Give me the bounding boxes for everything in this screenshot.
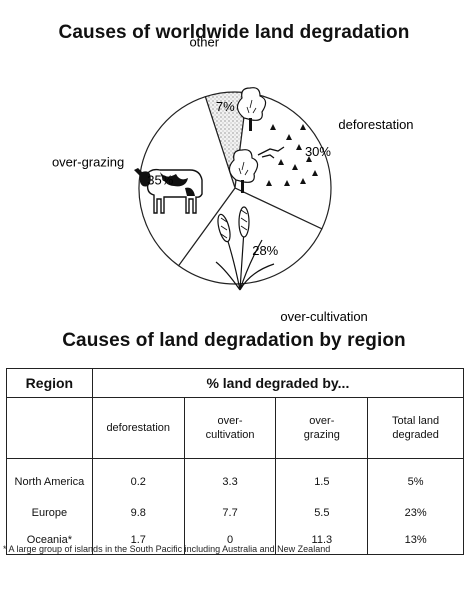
pie-value-label-over-cultivation: 28% [252, 243, 278, 258]
value-cell: 1.7 [91, 526, 185, 555]
value-cell: 0 [183, 526, 277, 555]
column-header-line: grazing [303, 429, 340, 441]
column-header-line: over- [217, 415, 243, 427]
column-header-line: Total land [392, 415, 440, 427]
pie-category-label-over-cultivation: over-cultivation [280, 309, 367, 324]
value-cell: 5.5 [275, 499, 369, 526]
pie-slice-over-cultivation [177, 187, 323, 285]
pie-category-label-other: other [189, 35, 219, 50]
column-header-line: cultivation [205, 429, 255, 441]
pie-labels: 7% other 30% deforestation 28% over-cultivati… [52, 35, 414, 324]
table-row: Europe 9.8 7.7 5.5 23% [6, 499, 464, 526]
trees-illustration-icon [228, 87, 318, 193]
value-cell: 1.5 [275, 458, 369, 499]
degradation-table: Region % land degraded by... deforestati… [6, 368, 465, 555]
table-row: North America 0.2 3.3 1.5 5% [6, 458, 464, 499]
pie-value-label-deforestation: 30% [305, 144, 331, 159]
value-cell: 23% [367, 499, 464, 526]
column-header-3: Total land degraded [367, 397, 464, 459]
region-cell: Oceania* [6, 526, 93, 555]
value-cell: 13% [367, 526, 464, 555]
pie-value-label-over-grazing: 35% [147, 172, 173, 187]
column-header-0: deforestation [91, 397, 185, 459]
value-cell: 0.2 [91, 458, 185, 499]
region-header: Region [6, 368, 93, 398]
table-title: Causes of land degradation by region [62, 330, 406, 351]
pie-category-label-deforestation: deforestation [338, 117, 413, 132]
column-header-line: over- [309, 415, 335, 427]
table-row: Oceania* 1.7 0 11.3 13% [6, 526, 464, 555]
value-cell: 5% [367, 458, 464, 499]
footnote: * A large group of islands in the South … [3, 544, 331, 554]
region-subheader-cell [6, 397, 93, 459]
pie-chart: 7% other 30% deforestation 28% over-cultivati… [52, 35, 414, 324]
column-header-2: over-grazing [275, 397, 369, 459]
value-cell: 11.3 [275, 526, 369, 555]
value-cell: 9.8 [91, 499, 185, 526]
region-cell: North America [6, 458, 93, 499]
wheat-illustration-icon [215, 206, 275, 291]
value-cell: 7.7 [183, 499, 277, 526]
pie-category-label-over-grazing: over-grazing [52, 154, 124, 169]
group-header: % land degraded by... [91, 368, 465, 398]
pie-chart-title: Causes of worldwide land degradation [58, 22, 410, 43]
pie-slice-deforestation [234, 92, 332, 230]
value-cell: 3.3 [183, 458, 277, 499]
cow-illustration-icon [134, 168, 203, 214]
column-header-line: deforestation [106, 422, 171, 434]
column-header-line: degraded [392, 429, 439, 441]
region-cell: Europe [6, 499, 93, 526]
column-header-1: over-cultivation [183, 397, 277, 459]
pie-value-label-other: 7% [216, 99, 235, 114]
